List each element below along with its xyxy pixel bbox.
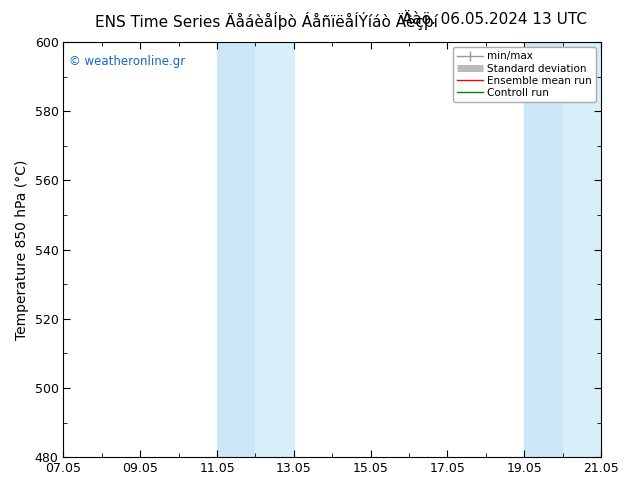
Bar (217, 42, 256, 457)
Y-axis label: Temperature 850 hPa (°C): Temperature 850 hPa (°C) (15, 159, 29, 340)
Bar (256, 42, 294, 457)
Legend: min/max, Standard deviation, Ensemble mean run, Controll run: min/max, Standard deviation, Ensemble me… (453, 47, 596, 102)
Text: Äàö. 06.05.2024 13 UTC: Äàö. 06.05.2024 13 UTC (402, 12, 587, 27)
Text: © weatheronline.gr: © weatheronline.gr (69, 54, 185, 68)
Bar (563, 42, 601, 457)
Bar (524, 42, 563, 457)
Text: ENS Time Series ÄåáèåÍþò ÁåñïëåÍÝíáò Äèçþí: ENS Time Series ÄåáèåÍþò ÁåñïëåÍÝíáò Äèç… (95, 12, 437, 30)
